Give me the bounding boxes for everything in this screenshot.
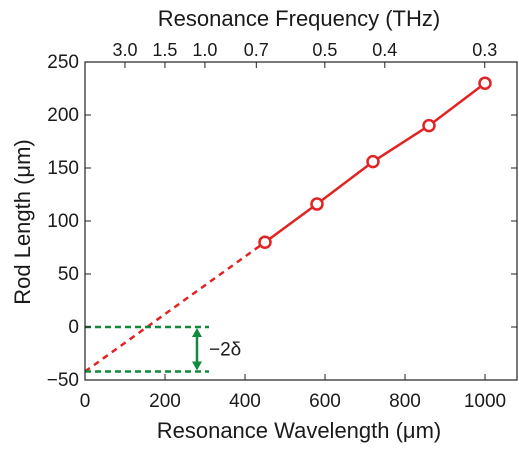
- y-tick-label: 150: [47, 158, 79, 179]
- y-tick-label: −50: [47, 370, 79, 391]
- y-tick-label: 250: [47, 52, 79, 73]
- top-ticks: 3.0 1.5 1.0 0.7 0.5 0.4 0.3: [112, 40, 497, 68]
- x-tick-label: 200: [149, 391, 181, 412]
- top-tick-label: 0.5: [312, 40, 337, 60]
- y-axis-title: Rod Length (μm): [10, 139, 35, 305]
- data-point-marker: [422, 118, 436, 133]
- delta-arrow-head-down: [192, 361, 202, 371]
- delta-label: −2δ: [209, 339, 241, 360]
- y-tick-label: 100: [47, 211, 79, 232]
- top-tick-label: 0.3: [472, 40, 497, 60]
- top-tick-label: 0.4: [372, 40, 397, 60]
- top-tick-label: 1.0: [192, 40, 217, 60]
- x-ticks: 0 200 400 600 800 1000: [80, 374, 506, 412]
- delta-arrow-head-up: [192, 328, 202, 337]
- top-axis-title: Resonance Frequency (THz): [158, 6, 440, 31]
- x-tick-label: 800: [389, 391, 421, 412]
- data-point-marker: [366, 154, 380, 169]
- x-axis-title: Resonance Wavelength (μm): [157, 418, 442, 443]
- top-tick-label: 0.7: [244, 40, 269, 60]
- measured-series: [258, 76, 492, 249]
- x-tick-label: 0: [80, 391, 91, 412]
- x-tick-label: 600: [309, 391, 341, 412]
- top-tick-label: 3.0: [112, 40, 137, 60]
- data-point-marker: [258, 235, 272, 249]
- delta-annotation: −2δ: [85, 325, 241, 373]
- plot-frame: [84, 61, 518, 381]
- data-point-marker: [478, 76, 492, 90]
- y-ticks: −50 0 50 100 150 200 250: [47, 52, 517, 391]
- extrapolation-series: [84, 241, 266, 373]
- x-tick-label: 400: [229, 391, 261, 412]
- y-tick-label: 50: [58, 264, 79, 285]
- y-tick-label: 200: [47, 105, 79, 126]
- top-tick-label: 1.5: [152, 40, 177, 60]
- extrapolation-line: [84, 241, 266, 373]
- data-point-marker: [310, 197, 324, 211]
- y-tick-label: 0: [68, 317, 79, 338]
- x-tick-label: 1000: [464, 391, 506, 412]
- plot-area-border: [84, 61, 518, 381]
